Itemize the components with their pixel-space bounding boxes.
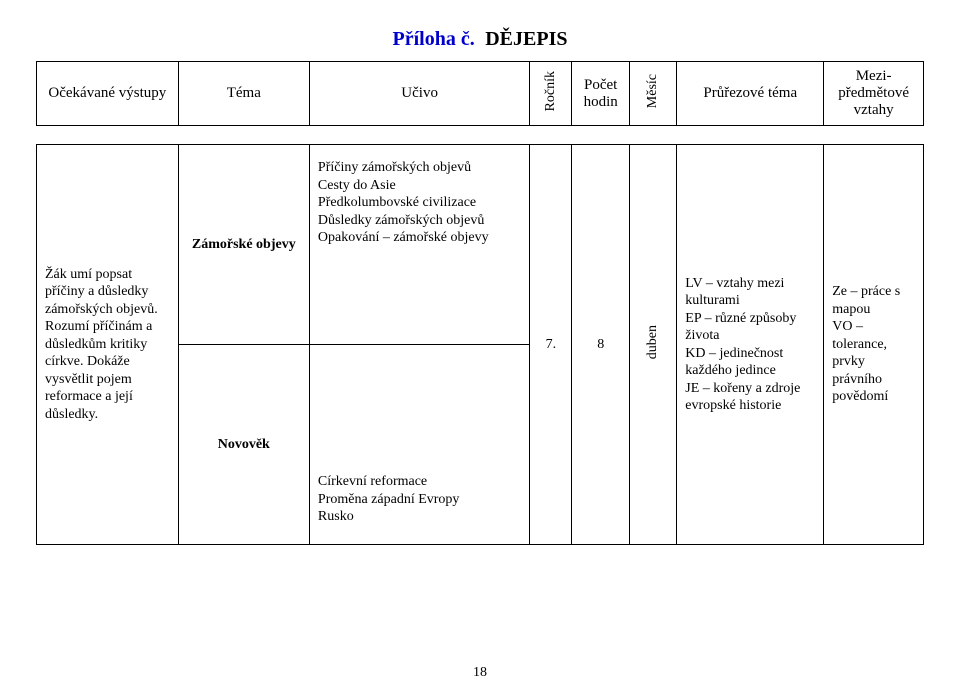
header-table: Očekávané výstupy Téma Učivo Ročník Poče…: [36, 61, 924, 126]
cell-pruz: LV – vztahy mezi kulturamiEP – různé způ…: [677, 145, 824, 545]
cell-ucivo2: Církevní reformaceProměna západní Evropy…: [309, 345, 529, 545]
title-part2: DĚJEPIS: [485, 28, 567, 50]
title-part1: Příloha č.: [393, 28, 475, 50]
cell-topic2: Novověk: [178, 345, 309, 545]
page-title: Příloha č. DĚJEPIS: [36, 28, 924, 51]
hdr-rocnik-label: Ročník: [544, 71, 558, 111]
hdr-rocnik: Ročník: [530, 62, 572, 126]
cell-topic1: Zámořské objevy: [178, 145, 309, 345]
hdr-topic: Téma: [178, 62, 309, 126]
hdr-mesic-label: Měsíc: [646, 74, 660, 108]
hdr-ucivo: Učivo: [309, 62, 529, 126]
topic2-label: Novověk: [218, 437, 270, 452]
mesic-label: duben: [646, 325, 660, 359]
cell-hodin: 8: [572, 145, 630, 545]
cell-outcomes: Žák umí popsat příčiny a důsledky zámořs…: [37, 145, 179, 545]
cell-mesic: duben: [630, 145, 677, 545]
page-number: 18: [0, 665, 960, 681]
cell-rocnik: 7.: [530, 145, 572, 545]
hdr-hodin: Počet hodin: [572, 62, 630, 126]
topic1-label: Zámořské objevy: [192, 237, 296, 252]
hdr-pruz: Průřezové téma: [677, 62, 824, 126]
ucivo2-text: Církevní reformaceProměna západní Evropy…: [318, 473, 521, 526]
cell-ucivo1: Příčiny zámořských objevůCesty do AsiePř…: [309, 145, 529, 345]
hdr-outcomes: Očekávané výstupy: [37, 62, 179, 126]
hdr-vzt: Mezi-předmětové vztahy: [824, 62, 924, 126]
ucivo1-text: Příčiny zámořských objevůCesty do AsiePř…: [318, 159, 521, 247]
cell-vzt: Ze – práce s mapouVO – tolerance, prvky …: [824, 145, 924, 545]
content-table: Žák umí popsat příčiny a důsledky zámořs…: [36, 144, 924, 545]
hdr-mesic: Měsíc: [630, 62, 677, 126]
